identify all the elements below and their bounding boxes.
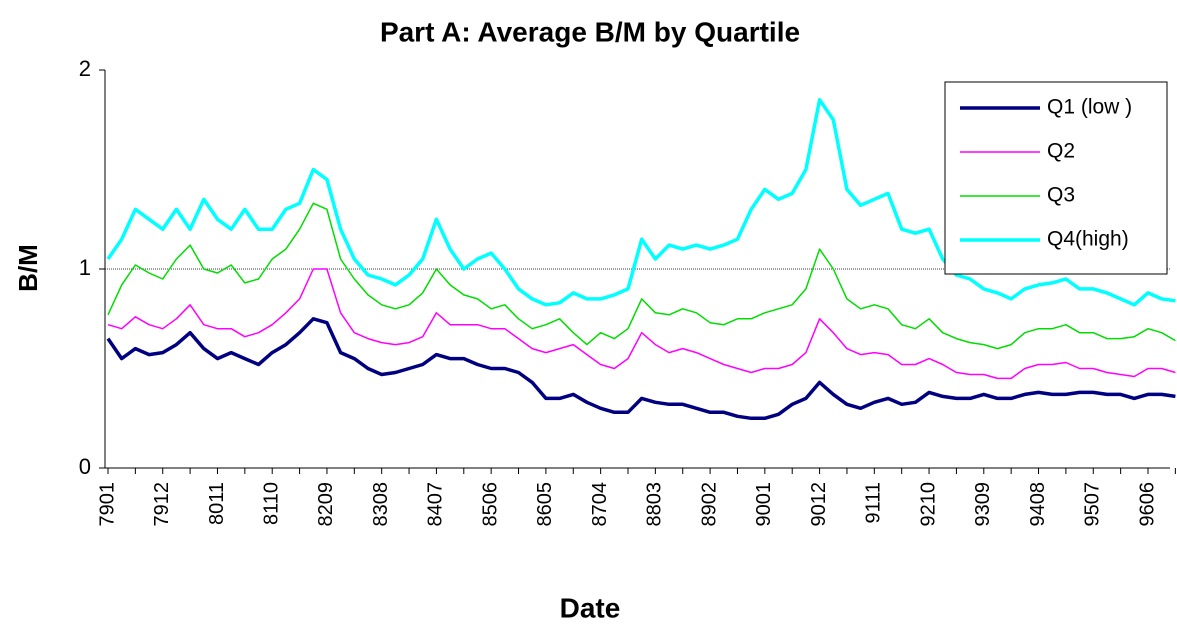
y-tick-label: 0 <box>79 454 91 479</box>
x-tick-label: 9001 <box>753 482 775 527</box>
y-axis-label: B/M <box>13 244 43 292</box>
x-tick-label: 8407 <box>425 482 447 527</box>
x-tick-label: 8110 <box>260 482 282 525</box>
x-tick-label: 7901 <box>96 482 118 527</box>
x-tick-label: 9012 <box>808 482 830 527</box>
legend-label: Q4(high) <box>1047 228 1129 251</box>
x-tick-label: 9210 <box>917 482 939 527</box>
x-tick-label: 8605 <box>534 482 556 527</box>
legend-box <box>944 81 1168 275</box>
series-line <box>107 202 1176 350</box>
x-tick-label: 8803 <box>644 482 666 527</box>
legend-label: Q1 (low ) <box>1047 96 1132 119</box>
x-axis-label: Date <box>560 592 621 623</box>
legend-label: Q2 <box>1047 140 1075 163</box>
x-tick-label: 8902 <box>698 482 720 527</box>
x-tick-label: 9507 <box>1082 482 1104 527</box>
series-line <box>107 268 1176 380</box>
x-tick-label: 7912 <box>151 482 173 527</box>
x-tick-label: 9111 <box>863 482 885 524</box>
chart-title: Part A: Average B/M by Quartile <box>380 16 800 47</box>
x-tick-label: 9606 <box>1136 482 1158 527</box>
x-tick-label: 8011 <box>206 482 228 525</box>
x-tick-label: 9408 <box>1027 482 1049 527</box>
x-tick-label: 9309 <box>972 482 994 527</box>
y-tick-label: 2 <box>79 56 91 81</box>
x-tick-label: 8308 <box>370 482 392 527</box>
x-tick-label: 8506 <box>479 482 501 527</box>
legend: Q1 (low ) Q2 Q3 Q4(high) <box>944 81 1168 275</box>
series-line <box>106 317 1176 421</box>
series-line <box>106 98 1176 307</box>
legend-label: Q3 <box>1047 184 1075 207</box>
x-tick-label: 8209 <box>315 482 337 527</box>
x-tick-label: 8704 <box>589 482 611 527</box>
y-tick-label: 1 <box>79 255 91 280</box>
